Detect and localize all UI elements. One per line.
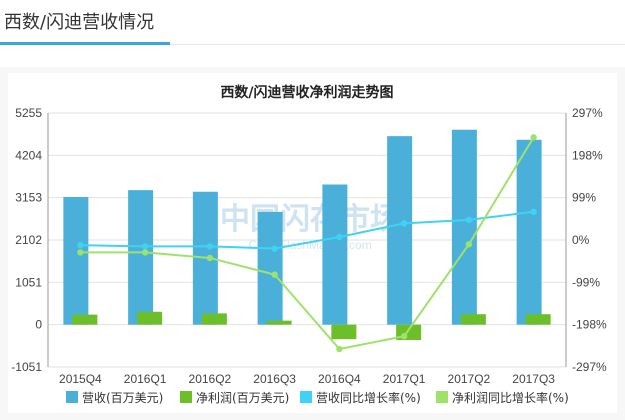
chart-title: 西数/闪迪营收净利润走势图: [220, 84, 393, 101]
right-axis-tick: 99%: [572, 191, 596, 205]
page-header: 西数/闪迪营收情况: [0, 0, 625, 45]
profit-yoy-line: [80, 136, 535, 351]
profit-yoy-point[interactable]: [206, 254, 214, 262]
profit-yoy-point[interactable]: [271, 271, 278, 278]
x-axis-tick: 2017Q3: [512, 372, 555, 386]
net-profit-bar[interactable]: [331, 324, 357, 340]
revenue-yoy-point[interactable]: [141, 243, 149, 250]
left-axis-tick: 0: [35, 318, 42, 332]
x-axis-tick: 2015Q4: [59, 372, 102, 386]
legend-swatch[interactable]: [300, 391, 312, 403]
revenue-profit-chart: 5255 297% 4204 198% 3153 99% 2102 0% 1051 -99% 0 -1…: [8, 73, 617, 413]
legend-label: 营收同比增长率(%): [316, 390, 421, 405]
net-profit-bar[interactable]: [137, 311, 163, 325]
right-axis-tick: -99%: [572, 275, 600, 289]
revenue-bar[interactable]: [257, 211, 283, 325]
legend-swatch[interactable]: [180, 391, 192, 403]
left-axis-tick: 3153: [15, 191, 42, 205]
right-axis-tick: 0%: [572, 233, 590, 247]
profit-yoy-point[interactable]: [141, 249, 149, 256]
x-axis-tick: 2017Q1: [383, 372, 426, 386]
revenue-yoy-point[interactable]: [271, 245, 278, 252]
revenue-yoy-point[interactable]: [336, 233, 343, 241]
x-axis-tick: 2017Q2: [448, 372, 491, 386]
revenue-bar[interactable]: [322, 184, 348, 325]
x-axis-tick: 2016Q4: [318, 372, 361, 386]
left-axis-tick: -1051: [11, 360, 42, 374]
profit-yoy-point[interactable]: [400, 333, 408, 340]
net-profit-bar[interactable]: [201, 313, 227, 325]
left-axis-tick: 1051: [15, 275, 42, 289]
left-axis-tick: 2102: [15, 233, 42, 247]
spacer: [0, 45, 625, 67]
page-title: 西数/闪迪营收情况: [4, 12, 155, 33]
revenue-yoy-point[interactable]: [206, 243, 214, 250]
legend-swatch[interactable]: [436, 391, 448, 403]
profit-yoy-point[interactable]: [336, 345, 343, 353]
title-underline: [0, 42, 170, 45]
revenue-yoy-point[interactable]: [400, 220, 408, 227]
right-axis-tick: 297%: [572, 106, 603, 120]
chart-panel: [8, 73, 617, 413]
chart-container: 5255 297% 4204 198% 3153 99% 2102 0% 1051 -99% 0 -1…: [0, 67, 625, 420]
revenue-yoy-point[interactable]: [465, 216, 473, 224]
x-axis-tick: 2016Q1: [124, 372, 167, 386]
x-axis-tick: 2016Q2: [189, 372, 232, 386]
revenue-bar[interactable]: [63, 196, 89, 325]
net-profit-bar[interactable]: [266, 320, 292, 325]
net-profit-bar[interactable]: [72, 314, 98, 325]
legend-label: 营收(百万美元): [82, 391, 163, 405]
profit-yoy-point[interactable]: [530, 134, 537, 141]
revenue-bar[interactable]: [516, 139, 542, 325]
revenue-bar[interactable]: [451, 129, 477, 325]
legend-label: 净利润(百万美元): [196, 391, 289, 405]
revenue-yoy-line: [80, 210, 534, 250]
watermark-text: 中国闪存市场: [220, 202, 400, 237]
right-axis-tick: -198%: [572, 318, 607, 332]
legend-label: 净利润同比增长率(%): [452, 390, 569, 405]
legend-swatch[interactable]: [66, 391, 78, 403]
x-axis-tick: 2016Q3: [253, 372, 296, 386]
revenue-yoy-point[interactable]: [77, 241, 84, 249]
net-profit-bar[interactable]: [460, 314, 486, 325]
right-axis-tick: 198%: [572, 148, 603, 162]
revenue-yoy-point[interactable]: [530, 208, 537, 215]
profit-yoy-point[interactable]: [465, 241, 473, 248]
right-axis-tick: -297%: [572, 360, 607, 374]
net-profit-bar[interactable]: [525, 314, 551, 325]
left-axis-tick: 5255: [15, 106, 42, 120]
left-axis-tick: 4204: [15, 148, 42, 162]
revenue-bar[interactable]: [387, 136, 413, 325]
profit-yoy-point[interactable]: [77, 249, 84, 256]
revenue-bar[interactable]: [128, 190, 154, 325]
